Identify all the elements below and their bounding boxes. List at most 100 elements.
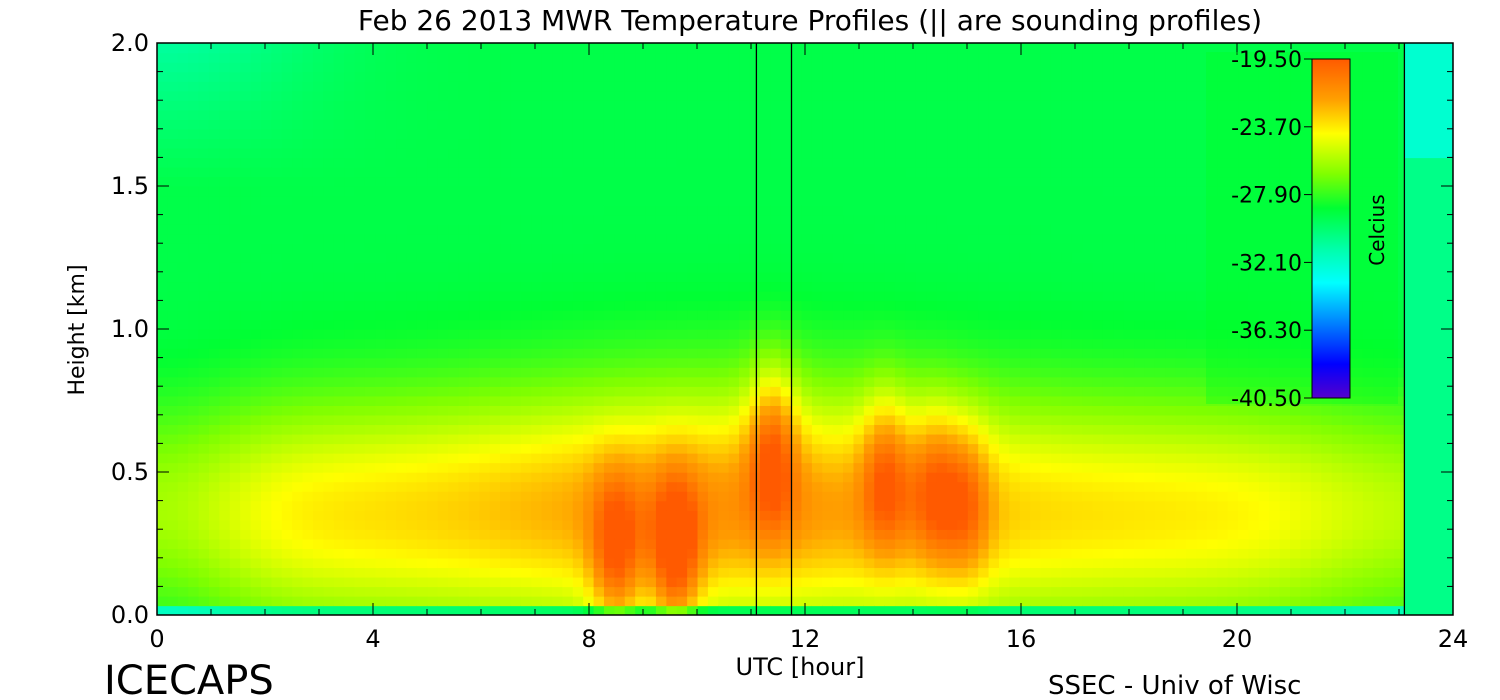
heatmap-cell [947,567,959,578]
heatmap-cell [853,290,865,302]
heatmap-cell [978,481,990,492]
heatmap-cell [749,395,761,406]
heatmap-cell [780,205,792,216]
heatmap-cell [344,386,356,397]
heatmap-cell [791,147,803,159]
heatmap-cell [354,357,366,368]
heatmap-cell [458,557,470,569]
heatmap-cell [978,586,990,597]
heatmap-cell [260,147,273,159]
heatmap-cell [791,319,803,330]
heatmap-cell [1009,510,1021,521]
heatmap-cell [354,157,366,168]
heatmap-cell [603,348,616,359]
heatmap-cell [167,567,179,578]
heatmap-cell [780,424,792,435]
heatmap-cell [988,233,1000,244]
heatmap-cell [635,52,647,63]
heatmap-cell [666,510,678,521]
heatmap-cell [229,290,241,302]
heatmap-cell [562,605,574,615]
heatmap-cell [167,414,179,426]
heatmap-cell [583,224,595,235]
heatmap-cell [458,376,470,387]
heatmap-cell [614,309,626,321]
heatmap-cell [271,195,283,206]
heatmap-cell [427,195,439,206]
heatmap-cell [396,605,408,615]
heatmap-cell [583,414,595,426]
heatmap-cell [437,338,449,349]
heatmap-cell [500,491,512,502]
heatmap-cell [458,195,470,206]
heatmap-cell [905,348,917,359]
heatmap-cell [645,357,657,368]
heatmap-cell [947,205,959,216]
heatmap-cell [791,595,803,607]
heatmap-cell [759,519,771,530]
heatmap-cell [364,395,376,406]
heatmap-cell [967,329,979,340]
heatmap-cell [853,548,865,559]
heatmap-cell [562,147,574,159]
heatmap-cell [157,595,169,607]
heatmap-cell [957,176,969,187]
heatmap-cell [780,252,792,263]
heatmap-cell [364,452,376,464]
heatmap-cell [936,462,948,473]
heatmap-cell [552,100,564,111]
heatmap-cell [874,510,886,521]
heatmap-cell [531,119,543,130]
heatmap-cell [302,548,314,559]
heatmap-cell [531,309,543,321]
heatmap-cell [437,367,449,378]
heatmap-cell [219,62,231,73]
heatmap-cell [624,586,636,597]
heatmap-cell [510,567,522,578]
heatmap-cell [655,491,668,502]
heatmap-cell [635,472,647,483]
heatmap-cell [874,424,886,435]
heatmap-cell [281,472,293,483]
heatmap-cell [468,586,480,597]
heatmap-cell [572,52,584,63]
heatmap-cell [260,214,273,225]
heatmap-cell [240,186,252,197]
heatmap-cell [967,119,979,130]
heatmap-cell [978,90,990,101]
heatmap-cell [302,243,314,254]
heatmap-cell [739,376,751,387]
heatmap-cell [572,252,584,263]
heatmap-cell [822,309,834,321]
heatmap-cell [884,71,896,82]
heatmap-cell [593,500,605,511]
heatmap-cell [635,367,647,378]
heatmap-cell [292,348,304,359]
heatmap-cell [614,491,626,502]
heatmap-cell [333,205,345,216]
heatmap-cell [198,329,210,340]
heatmap-cell [479,367,491,378]
heatmap-cell [947,538,959,549]
heatmap-cell [874,472,886,483]
heatmap-cell [936,271,948,283]
heatmap-cell [603,262,616,273]
heatmap-cell [208,500,221,511]
heatmap-cell [375,262,387,273]
heatmap-cell [510,357,522,368]
heatmap-cell [718,491,730,502]
heatmap-cell [874,348,886,359]
heatmap-cell [416,262,428,273]
heatmap-cell [281,138,293,149]
heatmap-cell [707,329,720,340]
heatmap-cell [281,519,293,530]
heatmap-cell [312,329,325,340]
heatmap-cell [822,500,834,511]
heatmap-cell [281,529,293,540]
heatmap-cell [198,262,210,273]
heatmap-cell [333,62,345,73]
heatmap-cell [718,233,730,244]
heatmap-cell [884,186,896,197]
heatmap-cell [177,62,189,73]
heatmap-cell [312,424,325,435]
